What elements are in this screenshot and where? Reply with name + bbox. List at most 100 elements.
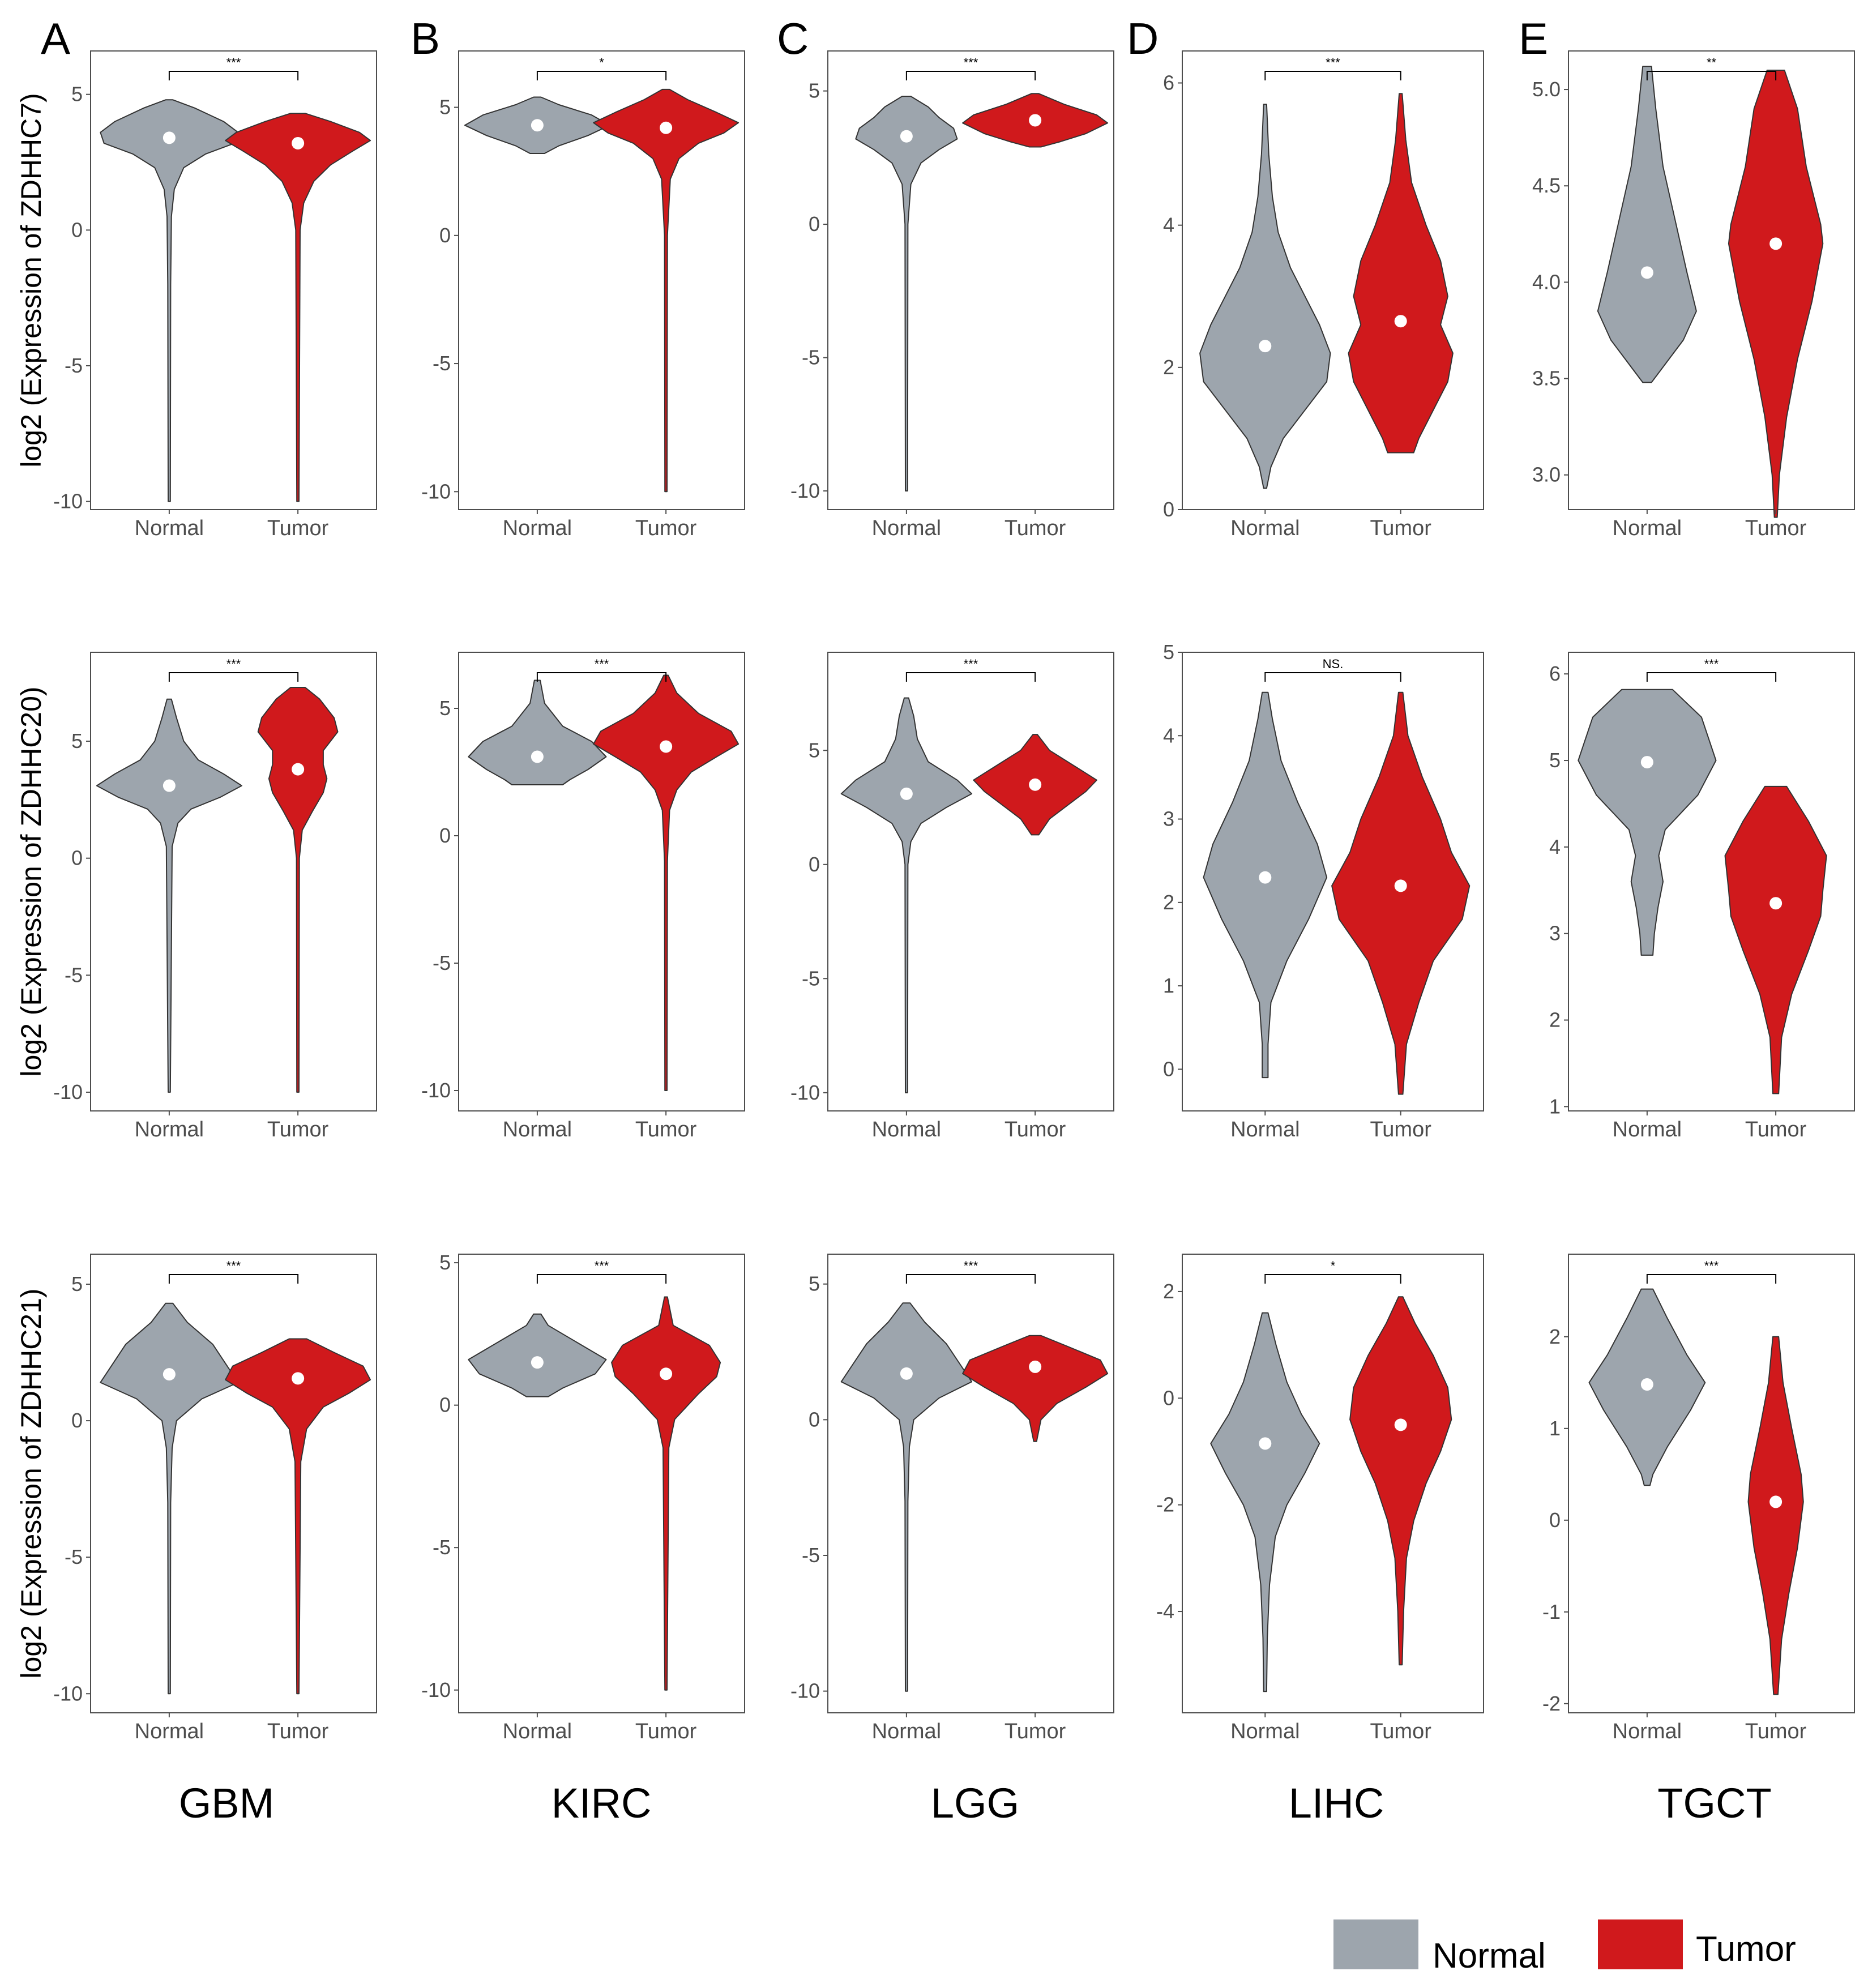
x-tick-label-normal: Normal [503,516,572,540]
y-tick-label: -5 [65,963,83,986]
significance-label: * [599,55,604,70]
x-tick-label-tumor: Tumor [1370,1118,1432,1142]
y-tick-label: 5 [439,696,451,720]
panel-letter-a: A [41,14,70,63]
x-tick-label-tumor: Tumor [1004,1720,1066,1743]
median-dot-normal [1640,756,1653,769]
panel-letter-d: D [1127,14,1159,63]
y-tick-label: -2 [1542,1692,1561,1715]
x-tick-label-tumor: Tumor [1370,516,1432,540]
panel-zdhhc20-tgct: 6 5 4 3 2 1 Normal Tumor *** [1549,652,1855,1142]
significance-bracket [1264,1274,1401,1284]
y-tick-label: 0 [439,824,451,847]
y-tick-label: 2 [1549,1008,1561,1032]
plot-frame [1568,50,1855,510]
y-tick-label: 4 [1163,213,1174,237]
x-tick-label-tumor: Tumor [1004,516,1066,540]
significance-bracket [536,672,667,682]
panel-zdhhc20-lihc: 5 4 3 2 1 0 Normal Tumor NS. [1163,640,1484,1142]
significance-bracket [1264,672,1401,682]
y-tick-label: 4.0 [1532,270,1561,293]
significance-bracket [536,1274,667,1284]
y-tick-label: -10 [53,490,83,513]
significance-label: * [1331,1259,1336,1273]
plot-frame [90,652,377,1111]
legend-normal-swatch [1333,1919,1418,1969]
x-tick-label-normal: Normal [1230,1720,1300,1743]
x-tick-label-normal: Normal [135,1720,204,1743]
y-tick-label: 3.5 [1532,367,1561,390]
x-tick-label-tumor: Tumor [1370,1720,1432,1743]
panel-zdhhc21-lihc: 2 0 -2 -4 Normal Tumor * [1156,1254,1484,1743]
median-dot-normal [163,131,176,144]
median-dot-tumor [292,136,305,149]
median-dot-normal [1640,1378,1653,1391]
median-dot-normal [900,130,913,143]
median-dot-normal [531,1356,544,1369]
y-tick-label: -10 [790,1081,820,1104]
plot-frame [1182,1254,1484,1713]
significance-bracket [1646,1274,1777,1284]
y-tick-label: 2 [1163,356,1174,379]
significance-label: *** [595,1259,609,1273]
violin-tumor [962,1335,1109,1442]
x-tick-label-normal: Normal [1613,1720,1682,1743]
y-axis-label-zdhhc21: log2 (Expression of ZDHHC21) [15,1288,47,1678]
violin-tumor [1348,93,1454,454]
cancer-label-gbm: GBM [179,1780,275,1827]
significance-bracket [905,71,1036,80]
x-tick-label-tumor: Tumor [1745,1118,1807,1142]
violin-normal [1199,104,1331,489]
median-dot-normal [900,1367,913,1380]
median-dot-tumor [292,1372,305,1385]
y-tick-label: 1 [1163,974,1174,997]
x-tick-label-normal: Normal [1230,516,1300,540]
median-dot-normal [1259,340,1272,353]
cancer-label-tgct: TGCT [1657,1780,1771,1827]
cancer-label-lihc: LIHC [1289,1780,1384,1827]
significance-bracket [1646,71,1777,80]
y-tick-label: 4.5 [1532,174,1561,197]
y-tick-label: 0 [71,1409,83,1432]
y-tick-label: 3 [1163,807,1174,831]
significance-label: *** [226,657,241,671]
y-tick-label: 0 [1549,1508,1561,1532]
y-tick-label: -10 [421,1079,451,1102]
y-axis-label-zdhhc20: log2 (Expression of ZDHHC20) [15,686,47,1076]
significance-bracket [1646,672,1777,682]
panel-zdhhc21-kirc: 5 0 -5 -10 Normal Tumor *** [421,1251,745,1743]
y-tick-label: 6 [1549,662,1561,685]
significance-label: *** [964,1259,978,1273]
plot-frame [827,652,1114,1111]
violin-normal [840,1302,973,1692]
y-tick-label: -10 [421,1678,451,1701]
plot-frame [90,1254,377,1713]
y-tick-label: -5 [802,346,820,369]
violin-normal [1578,689,1717,956]
y-tick-label: 0 [439,224,451,247]
y-tick-label: 0 [809,212,820,236]
x-tick-label-tumor: Tumor [267,1720,329,1743]
median-dot-tumor [1029,1360,1042,1373]
x-tick-label-normal: Normal [872,1118,941,1142]
panel-zdhhc7-lihc: 6 4 2 0 Normal Tumor *** [1163,50,1484,540]
x-tick-label-normal: Normal [872,516,941,540]
significance-label: ** [1707,55,1717,70]
y-tick-label: 0 [71,218,83,241]
violin-normal [96,698,242,1093]
panel-zdhhc7-kirc: 5 0 -5 -10 Normal Tumor * [421,50,745,540]
y-tick-label: 0 [1163,1057,1174,1080]
panel-letters: A B C D E [41,14,1548,63]
x-tick-label-tumor: Tumor [635,1118,697,1142]
x-tick-label-tumor: Tumor [1004,1118,1066,1142]
violin-tumor [1747,1336,1804,1695]
cancer-type-labels: GBM KIRC LGG LIHC TGCT [179,1780,1772,1827]
x-tick-label-normal: Normal [1613,1118,1682,1142]
y-tick-label: -5 [65,354,83,377]
plot-frame [458,1254,745,1713]
significance-bracket [168,71,299,80]
y-tick-label: -4 [1156,1600,1174,1623]
violin-normal [1210,1312,1320,1692]
x-tick-label-tumor: Tumor [267,1118,329,1142]
panel-letter-b: B [411,14,440,63]
